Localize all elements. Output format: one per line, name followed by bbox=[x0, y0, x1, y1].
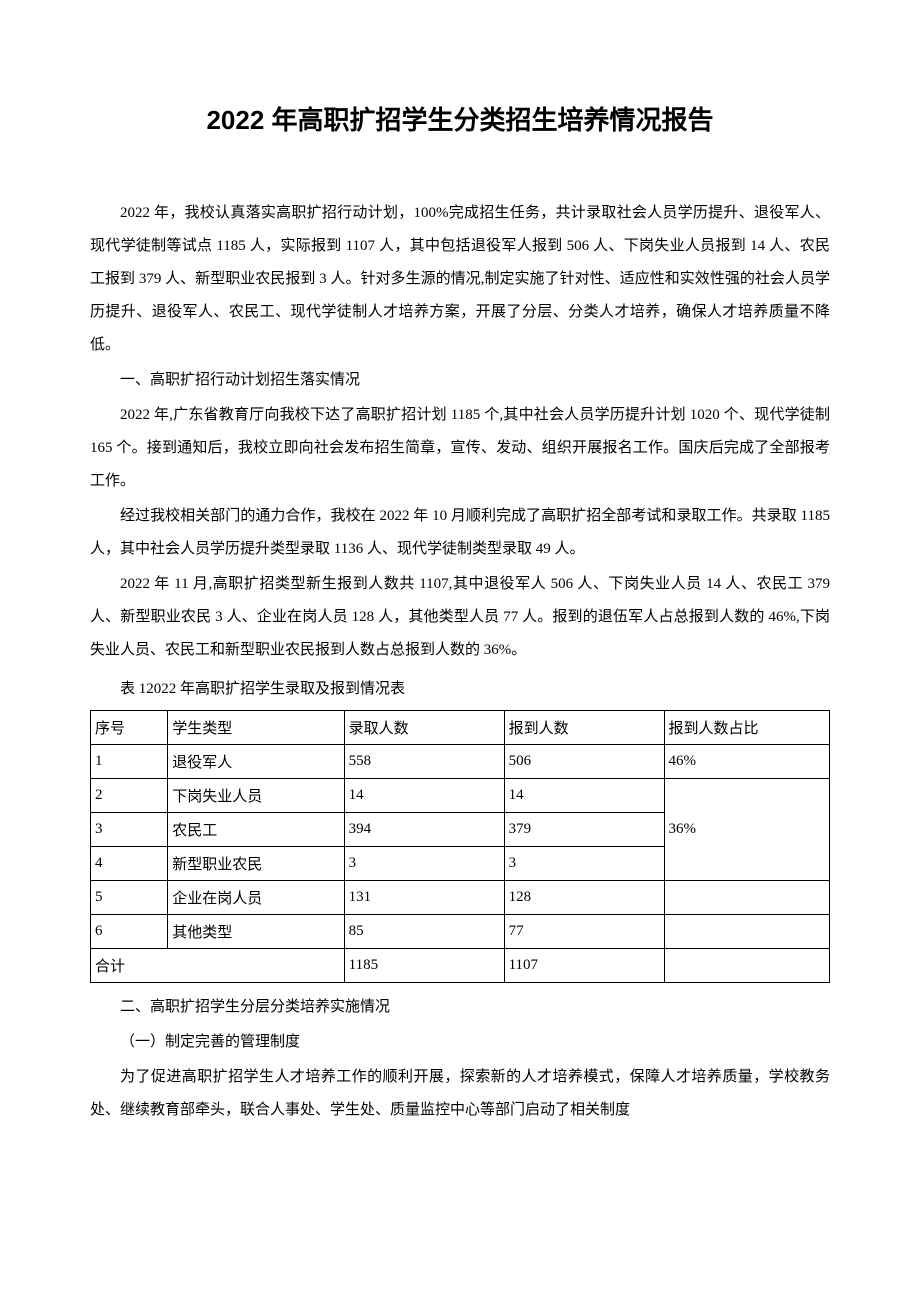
cell-admit: 85 bbox=[344, 915, 504, 949]
cell-admit: 394 bbox=[344, 813, 504, 847]
section-heading-2: 二、高职扩招学生分层分类培养实施情况 bbox=[90, 991, 830, 1024]
table-total-row: 合计 1185 1107 bbox=[91, 949, 830, 983]
cell-type: 农民工 bbox=[168, 813, 344, 847]
cell-seq: 5 bbox=[91, 881, 168, 915]
cell-report: 77 bbox=[504, 915, 664, 949]
th-report: 报到人数 bbox=[504, 711, 664, 745]
cell-seq: 4 bbox=[91, 847, 168, 881]
paragraph-s2-1: 为了促进高职扩招学生人才培养工作的顺利开展，探索新的人才培养模式，保障人才培养质… bbox=[90, 1061, 830, 1127]
table-header-row: 序号 学生类型 录取人数 报到人数 报到人数占比 bbox=[91, 711, 830, 745]
paragraph-s1-2: 经过我校相关部门的通力合作，我校在 2022 年 10 月顺利完成了高职扩招全部… bbox=[90, 500, 830, 566]
th-type: 学生类型 bbox=[168, 711, 344, 745]
cell-total-label: 合计 bbox=[91, 949, 345, 983]
cell-seq: 3 bbox=[91, 813, 168, 847]
table-row: 5 企业在岗人员 131 128 bbox=[91, 881, 830, 915]
section-heading-1: 一、高职扩招行动计划招生落实情况 bbox=[90, 364, 830, 397]
cell-report: 3 bbox=[504, 847, 664, 881]
cell-admit: 558 bbox=[344, 745, 504, 779]
paragraph-s1-3: 2022 年 11 月,高职扩招类型新生报到人数共 1107,其中退役军人 50… bbox=[90, 568, 830, 667]
cell-type: 下岗失业人员 bbox=[168, 779, 344, 813]
paragraph-s1-1: 2022 年,广东省教育厅向我校下达了高职扩招计划 1185 个,其中社会人员学… bbox=[90, 399, 830, 498]
table-row: 2 下岗失业人员 14 14 36% bbox=[91, 779, 830, 813]
cell-seq: 6 bbox=[91, 915, 168, 949]
enrollment-table: 序号 学生类型 录取人数 报到人数 报到人数占比 1 退役军人 558 506 … bbox=[90, 710, 830, 983]
cell-report: 379 bbox=[504, 813, 664, 847]
cell-seq: 1 bbox=[91, 745, 168, 779]
sub-heading-2-1: （一）制定完善的管理制度 bbox=[90, 1026, 830, 1059]
cell-seq: 2 bbox=[91, 779, 168, 813]
cell-type: 其他类型 bbox=[168, 915, 344, 949]
paragraph-intro: 2022 年，我校认真落实高职扩招行动计划，100%完成招生任务，共计录取社会人… bbox=[90, 197, 830, 362]
cell-ratio-merged: 36% bbox=[664, 779, 829, 881]
cell-admit: 131 bbox=[344, 881, 504, 915]
th-seq: 序号 bbox=[91, 711, 168, 745]
cell-total-report: 1107 bbox=[504, 949, 664, 983]
cell-ratio bbox=[664, 881, 829, 915]
cell-type: 新型职业农民 bbox=[168, 847, 344, 881]
th-ratio: 报到人数占比 bbox=[664, 711, 829, 745]
cell-report: 128 bbox=[504, 881, 664, 915]
table-row: 1 退役军人 558 506 46% bbox=[91, 745, 830, 779]
table-caption: 表 12022 年高职扩招学生录取及报到情况表 bbox=[90, 673, 830, 706]
cell-admit: 14 bbox=[344, 779, 504, 813]
cell-report: 14 bbox=[504, 779, 664, 813]
cell-type: 退役军人 bbox=[168, 745, 344, 779]
cell-admit: 3 bbox=[344, 847, 504, 881]
table-row: 6 其他类型 85 77 bbox=[91, 915, 830, 949]
cell-ratio: 46% bbox=[664, 745, 829, 779]
th-admit: 录取人数 bbox=[344, 711, 504, 745]
cell-ratio bbox=[664, 915, 829, 949]
cell-total-admit: 1185 bbox=[344, 949, 504, 983]
cell-type: 企业在岗人员 bbox=[168, 881, 344, 915]
document-title: 2022 年高职扩招学生分类招生培养情况报告 bbox=[90, 100, 830, 137]
cell-total-ratio bbox=[664, 949, 829, 983]
cell-report: 506 bbox=[504, 745, 664, 779]
